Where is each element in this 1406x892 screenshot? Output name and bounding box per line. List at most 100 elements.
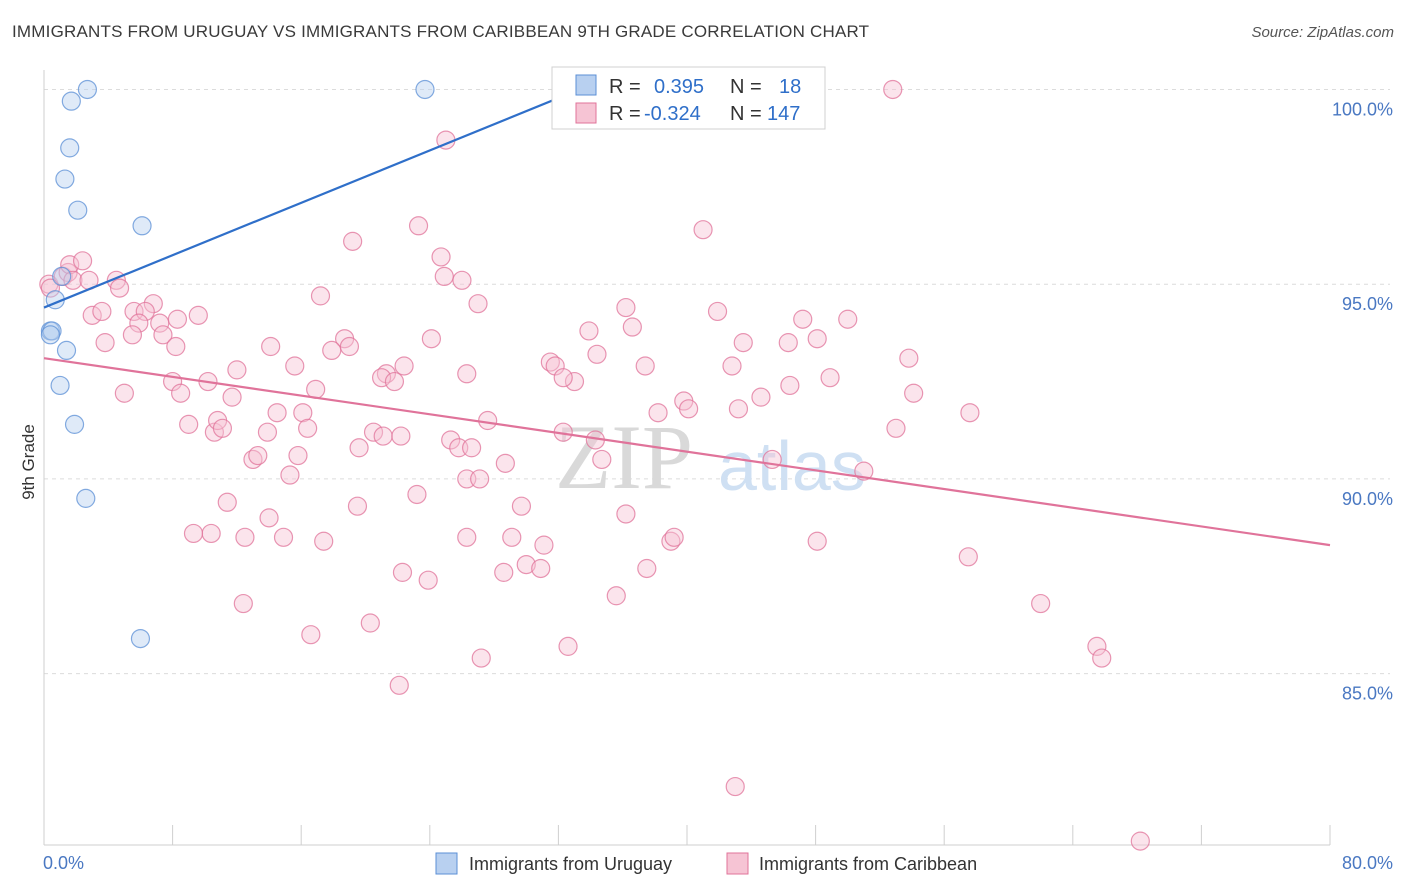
caribbean-point-19 <box>153 325 173 345</box>
caribbean-point-102 <box>616 297 636 318</box>
caribbean-point-56 <box>343 231 363 251</box>
caribbean-point-75 <box>452 270 472 290</box>
stats-caribbean-n-value: 147 <box>767 103 800 125</box>
caribbean-point-26 <box>222 387 242 407</box>
caribbean-point-107 <box>648 403 668 423</box>
caribbean-point-70 <box>407 484 427 505</box>
caribbean-point-67 <box>391 426 411 446</box>
caribbean-point-95 <box>564 371 585 392</box>
caribbean-point-66 <box>360 613 380 633</box>
caribbean-point-88 <box>511 496 532 516</box>
source-label: Source: ZipAtlas.com <box>1251 24 1394 41</box>
caribbean-point-6 <box>63 270 83 290</box>
caribbean-point-130 <box>960 403 980 423</box>
caribbean-point-104 <box>637 558 657 579</box>
caribbean-point-52 <box>339 336 360 357</box>
caribbean-point-18 <box>129 313 149 333</box>
stats-uruguay-r-label: R = <box>609 76 641 98</box>
caribbean-point-10 <box>143 294 163 314</box>
caribbean-point-65 <box>384 371 405 392</box>
caribbean-point-34 <box>248 445 268 466</box>
caribbean-point-46 <box>183 523 204 544</box>
caribbean-point-14 <box>135 301 155 322</box>
caribbean-point-45 <box>201 523 221 544</box>
caribbean-point-71 <box>431 247 451 267</box>
caribbean-point-101 <box>606 586 626 606</box>
caribbean-point-48 <box>301 625 321 645</box>
legend-caribbean-label: Immigrants from Caribbean <box>759 854 977 874</box>
caribbean-point-53 <box>285 356 305 376</box>
legend-uruguay-swatch <box>435 852 458 875</box>
caribbean-point-35 <box>267 403 287 423</box>
caribbean-point-114 <box>722 356 742 376</box>
caribbean-point-78 <box>468 294 488 314</box>
caribbean-point-40 <box>288 445 308 466</box>
caribbean-point-47 <box>233 593 253 614</box>
caribbean-point-103 <box>622 317 642 337</box>
y-tick-label-2: 95.0% <box>1342 294 1393 314</box>
caribbean-trendline <box>43 357 1331 547</box>
stats-caribbean-r-label: R = <box>609 103 641 125</box>
caribbean-point-43 <box>235 527 255 547</box>
caribbean-point-127 <box>886 418 906 438</box>
uruguay-point-0 <box>77 79 98 100</box>
caribbean-point-64 <box>394 356 414 376</box>
caribbean-point-98 <box>587 344 607 364</box>
caribbean-point-86 <box>502 527 522 547</box>
caribbean-point-138 <box>471 648 491 668</box>
caribbean-point-61 <box>373 426 393 446</box>
caribbean-point-32 <box>212 418 233 438</box>
stats-caribbean-swatch <box>575 102 597 124</box>
caribbean-point-63 <box>371 368 392 388</box>
caribbean-point-137 <box>1130 831 1150 851</box>
uruguay-point-4 <box>68 200 88 220</box>
caribbean-point-115 <box>728 399 749 419</box>
caribbean-point-83 <box>470 469 490 489</box>
caribbean-point-59 <box>349 438 369 458</box>
caribbean-point-5 <box>72 251 93 271</box>
uruguay-point-11 <box>56 340 77 361</box>
caribbean-point-36 <box>257 422 278 442</box>
caribbean-point-58 <box>347 496 368 516</box>
caribbean-point-140 <box>558 636 578 656</box>
caribbean-point-76 <box>421 329 442 349</box>
x-tick-label-max: 80.0% <box>1342 853 1393 873</box>
uruguay-point-10 <box>40 325 61 345</box>
stats-uruguay-r-value: 0.395 <box>654 76 704 98</box>
caribbean-point-123 <box>820 368 840 388</box>
caribbean-point-38 <box>298 418 318 438</box>
stats-uruguay-n-label: N = <box>730 76 762 98</box>
caribbean-point-20 <box>95 333 115 353</box>
uruguay-point-3 <box>55 169 75 189</box>
watermark-zip: ZIP <box>555 406 693 508</box>
caribbean-point-28 <box>171 383 191 403</box>
caribbean-point-55 <box>261 336 281 357</box>
caribbean-point-116 <box>733 333 753 353</box>
caribbean-point-139 <box>389 675 409 695</box>
caribbean-point-29 <box>179 414 199 434</box>
caribbean-point-11 <box>82 305 102 325</box>
uruguay-point-6 <box>52 266 72 287</box>
caribbean-point-89 <box>516 554 536 575</box>
legend-caribbean-swatch <box>726 852 749 875</box>
caribbean-point-84 <box>478 410 498 431</box>
caribbean-point-120 <box>780 375 800 396</box>
caribbean-point-27 <box>114 383 134 403</box>
uruguay-point-14 <box>76 488 96 508</box>
caribbean-point-133 <box>1087 636 1107 656</box>
caribbean-point-122 <box>807 329 827 349</box>
caribbean-point-39 <box>280 465 300 485</box>
y-axis-title: 9th Grade <box>19 424 38 500</box>
caribbean-point-69 <box>418 570 438 590</box>
caribbean-point-21 <box>122 325 143 345</box>
caribbean-point-124 <box>807 531 827 551</box>
caribbean-point-112 <box>693 220 713 240</box>
caribbean-point-141 <box>457 527 477 547</box>
caribbean-point-68 <box>392 562 413 582</box>
caribbean-point-79 <box>441 430 461 450</box>
caribbean-point-51 <box>322 340 342 361</box>
caribbean-point-96 <box>553 368 573 388</box>
caribbean-point-41 <box>259 508 279 528</box>
caribbean-point-119 <box>778 333 798 353</box>
